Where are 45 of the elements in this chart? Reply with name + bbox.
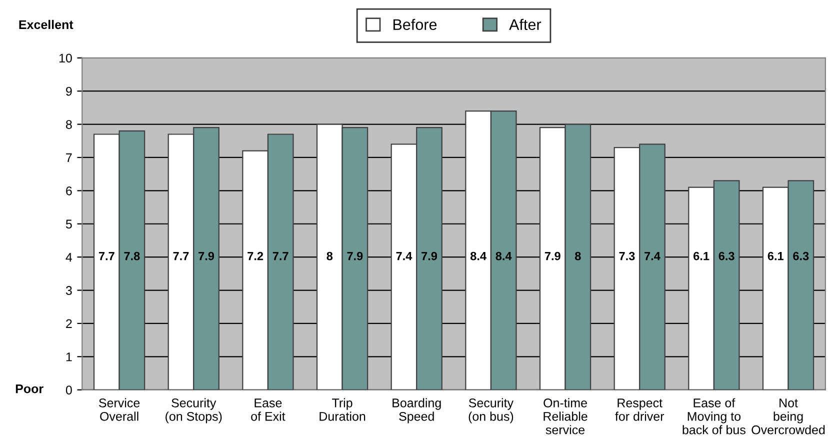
- data-label: 7.9: [198, 252, 214, 260]
- y-tick-label: 4: [66, 252, 72, 262]
- data-label: 6.1: [694, 252, 710, 260]
- data-label: 8.4: [496, 252, 512, 260]
- x-tick-label: Respect for driver: [615, 398, 664, 421]
- data-label: 8: [326, 252, 333, 260]
- y-tick-label: 3: [66, 286, 72, 295]
- x-tick-label: Trip Duration: [320, 398, 366, 421]
- x-tick-label: Not being Overcrowded: [752, 398, 825, 434]
- y-tick-label: 9: [66, 86, 72, 96]
- data-label: 7.9: [422, 252, 438, 260]
- data-label: 7.3: [619, 252, 635, 260]
- data-label: 7.8: [124, 252, 140, 260]
- data-label: 6.3: [793, 252, 809, 260]
- data-label: 7.2: [248, 252, 264, 260]
- y-tick-label: 8: [66, 120, 72, 129]
- x-tick-label: Security (on Stops): [166, 398, 222, 424]
- data-label: 7.7: [272, 252, 288, 260]
- x-tick-label: Ease of Moving to back of bus: [682, 398, 746, 434]
- y-tick-label: 2: [66, 319, 72, 328]
- legend-label: After: [509, 18, 542, 30]
- data-label: 8: [575, 252, 581, 260]
- data-label: 7.9: [347, 252, 363, 260]
- x-tick-label: Boarding Speed: [392, 398, 441, 424]
- data-label: 6.1: [768, 252, 784, 260]
- x-tick-label: On-time Reliable service: [544, 398, 588, 434]
- text: Poor: [16, 384, 44, 394]
- y-tick-label: 7: [66, 153, 72, 162]
- data-label: 6.3: [718, 252, 734, 260]
- y-tick-label: 1: [66, 352, 72, 362]
- y-tick-label: 0: [66, 386, 72, 394]
- legend-label: Before: [393, 18, 437, 30]
- data-label: 7.9: [544, 252, 560, 260]
- y-tick-label: 10: [59, 54, 72, 63]
- data-label: 8.4: [470, 252, 486, 260]
- data-label: 7.7: [98, 252, 114, 260]
- x-tick-label: Service Overall: [99, 398, 140, 421]
- data-label: 7.4: [644, 252, 660, 260]
- y-tick-label: 5: [66, 220, 72, 229]
- text: Excellent: [19, 20, 74, 30]
- data-label: 7.4: [396, 252, 412, 260]
- x-tick-label: Ease of Exit: [251, 398, 286, 421]
- data-label: 7.7: [173, 252, 189, 260]
- y-tick-label: 6: [66, 186, 72, 196]
- x-tick-label: Security (on bus): [468, 398, 514, 424]
